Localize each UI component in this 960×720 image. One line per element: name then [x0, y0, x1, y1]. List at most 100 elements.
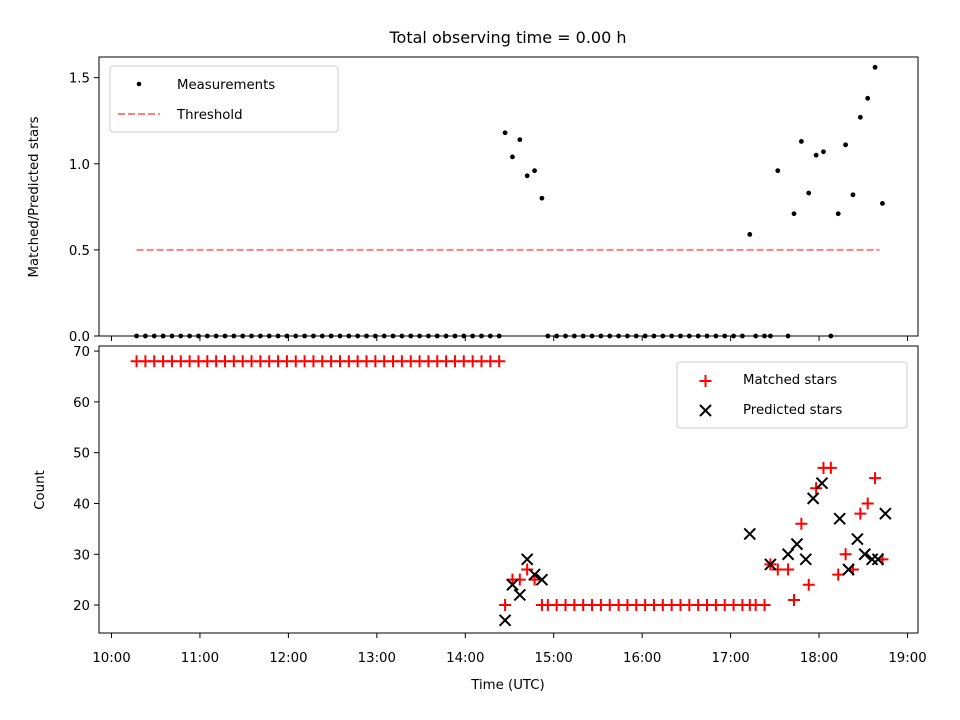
count-plot-frame — [98, 345, 919, 634]
measurement-point — [828, 333, 834, 339]
matched-stars-points — [130, 355, 889, 612]
predicted-star-point — [858, 548, 871, 561]
measurement-point — [443, 333, 449, 339]
count-legend-box — [676, 361, 908, 429]
measurement-point — [731, 333, 736, 339]
count-y-tick-label: 50 — [73, 447, 90, 462]
matched-star-point — [771, 563, 784, 576]
measurement-point — [143, 333, 148, 339]
time-x-tick-label: 17:00 — [711, 651, 749, 666]
measurement-point — [589, 333, 595, 339]
measurement-point — [231, 333, 237, 339]
measurement-point — [625, 333, 630, 339]
measurement-point — [502, 130, 508, 136]
measurement-point — [311, 333, 316, 339]
measurement-point — [872, 64, 878, 70]
time-x-tick-label: 16:00 — [623, 651, 661, 666]
measurement-point — [160, 333, 166, 339]
legend-measurement-marker — [136, 81, 142, 87]
measurement-point — [554, 333, 560, 339]
predicted-star-point — [520, 553, 534, 566]
ratio-plot: 0.0 0.5 1.0 1.5 Matched/Predicted stars Mea… — [27, 56, 919, 345]
time-x-tick-label: 10:00 — [92, 651, 130, 666]
matched-star-point — [513, 573, 526, 586]
measurement-point — [791, 211, 797, 217]
measurement-point — [607, 333, 613, 339]
matched-star-point — [521, 563, 534, 576]
measurement-point — [843, 142, 848, 148]
measurement-point — [381, 333, 387, 339]
predicted-star-point — [743, 527, 756, 541]
measurement-point — [532, 168, 537, 174]
ratio-legend-box — [109, 65, 339, 133]
time-x-tick-label: 11:00 — [181, 651, 219, 666]
count-y-tick-label: 30 — [73, 548, 90, 563]
measurement-point — [319, 333, 325, 339]
measurement-point — [580, 333, 586, 339]
ratio-y-axis-label: Matched/Predicted stars — [27, 116, 42, 277]
measurement-point — [704, 333, 710, 339]
measurement-point — [434, 333, 440, 339]
measurement-point — [470, 333, 476, 339]
measurement-point — [747, 231, 753, 237]
predicted-star-point — [498, 614, 512, 627]
predicted-star-point — [513, 588, 527, 602]
predicted-star-point — [871, 553, 885, 566]
measurement-point — [669, 333, 675, 339]
matched-star-point — [795, 517, 808, 530]
measurement-point — [524, 173, 530, 179]
matched-star-point — [861, 497, 874, 510]
measurement-point — [821, 149, 826, 155]
predicted-star-point — [764, 558, 777, 571]
measurement-point — [768, 333, 773, 339]
time-x-axis: 10:00 11:00 12:00 13:00 14:00 15:00 16:00 17:00… — [92, 633, 927, 666]
measurement-point — [850, 192, 856, 198]
measurement-point — [222, 333, 228, 339]
measurement-point — [686, 333, 692, 339]
measurement-point — [753, 333, 759, 339]
legend-threshold-label: Threshold — [176, 108, 243, 123]
predicted-star-point — [799, 553, 812, 566]
ratio-y-tick-label: 1.5 — [69, 72, 90, 87]
legend-predicted-label: Predicted stars — [743, 403, 842, 418]
matched-star-point — [832, 568, 845, 581]
count-y-axis: 20 30 40 50 60 70 — [73, 345, 99, 614]
measurement-point — [399, 333, 405, 339]
predicted-star-point — [879, 507, 892, 520]
legend-measurements-label: Measurements — [177, 78, 275, 93]
matched-star-point — [802, 578, 815, 591]
measurement-point — [633, 333, 639, 339]
measurement-point — [785, 333, 791, 339]
measurement-point — [762, 333, 767, 339]
measurement-point — [813, 152, 819, 158]
matched-star-point — [499, 599, 512, 612]
matched-star-point — [839, 548, 852, 561]
time-x-tick-label: 19:00 — [888, 651, 926, 666]
matched-star-point — [782, 563, 795, 576]
predicted-star-point — [506, 578, 519, 591]
measurement-point — [426, 333, 431, 339]
ratio-legend: Measurements Threshold — [109, 65, 339, 133]
time-x-tick-label: 18:00 — [800, 651, 838, 666]
matched-star-point — [854, 507, 867, 520]
ratio-y-tick-label: 0.0 — [69, 330, 90, 345]
predicted-star-point — [528, 568, 541, 581]
measurement-point — [169, 333, 175, 339]
time-x-tick-label: 12:00 — [269, 651, 307, 666]
predicted-star-point — [815, 476, 829, 490]
measurement-point — [266, 333, 272, 339]
predicted-star-point — [865, 553, 879, 566]
count-y-axis-label: Count — [33, 470, 48, 510]
measurement-point — [408, 333, 414, 339]
measurement-point — [563, 333, 568, 339]
measurement-point — [865, 95, 871, 101]
measurement-point — [328, 333, 334, 339]
measurement-point — [249, 333, 254, 339]
time-x-axis-label: Time (UTC) — [470, 678, 545, 693]
predicted-star-point — [851, 532, 864, 546]
matched-star-point — [869, 472, 882, 485]
ratio-plot-frame — [98, 56, 919, 337]
measurement-point — [417, 333, 422, 339]
ratio-y-axis: 0.0 0.5 1.0 1.5 — [69, 72, 99, 345]
measurement-point — [479, 333, 484, 339]
